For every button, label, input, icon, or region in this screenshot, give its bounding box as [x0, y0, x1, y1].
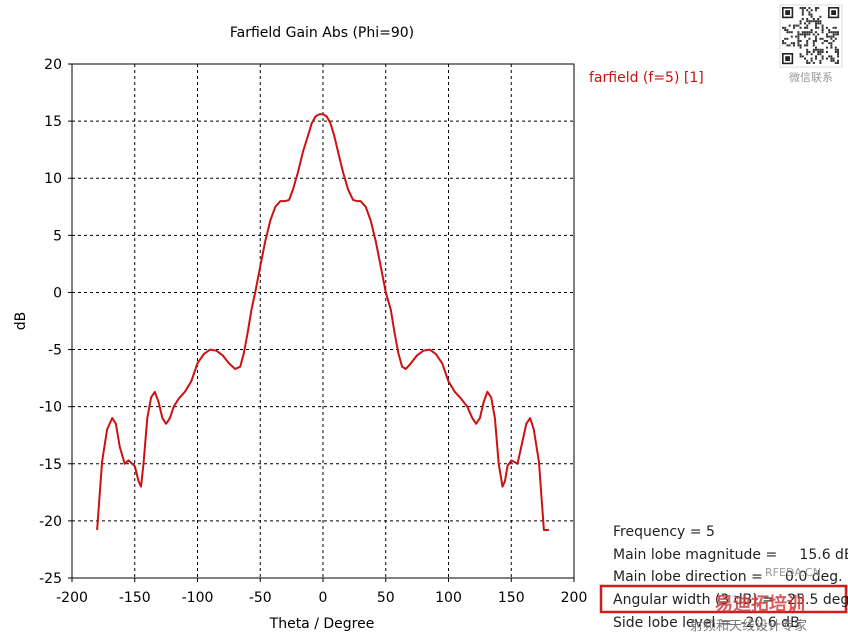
watermark-footer: 射频和天线设计专家 — [690, 618, 807, 634]
y-tick-label: 5 — [53, 228, 62, 244]
y-tick-label: -15 — [39, 457, 62, 473]
legend-entry: farfield (f=5) [1] — [589, 70, 704, 86]
y-axis-label: dB — [13, 312, 29, 331]
y-tick-label: -10 — [39, 400, 62, 416]
qr-caption: 微信联系 — [789, 70, 833, 84]
x-axis-label: Theta / Degree — [269, 616, 375, 632]
x-tick-label: -50 — [249, 590, 272, 606]
info-side-lobe-level: Side lobe level = -20.6 dB — [613, 615, 800, 631]
y-tick-label: 15 — [44, 114, 62, 130]
plot-area: -200 -150 -100 -50 0 50 100 150 200-25-20-15-10-… — [39, 57, 587, 606]
x-tick-label: -150 — [119, 590, 151, 606]
y-tick-label: 20 — [44, 57, 62, 73]
watermark-site: RFEDA.CN — [765, 566, 821, 579]
info-panel: Frequency = 5 Main lobe magnitude = 15.6… — [599, 524, 848, 631]
info-main-lobe-direction: Main lobe direction = 0.0 deg. — [613, 569, 843, 585]
y-tick-label: -20 — [39, 514, 62, 530]
x-tick-label: 200 — [561, 590, 588, 606]
angular-width-highlight — [599, 584, 848, 614]
series-line — [96, 113, 549, 531]
watermark-overlay: 易迪拓培训 — [715, 593, 805, 615]
info-angular-width: Angular width (3 dB) = 25.5 deg. — [613, 592, 848, 608]
x-tick-label: 0 — [319, 590, 328, 606]
x-tick-label: -200 — [56, 590, 88, 606]
chart-title: Farfield Gain Abs (Phi=90) — [230, 25, 414, 41]
y-tick-label: -25 — [39, 571, 62, 587]
x-tick-label: 50 — [377, 590, 395, 606]
info-frequency: Frequency = 5 — [613, 524, 715, 540]
info-main-lobe-magnitude: Main lobe magnitude = 15.6 dB — [613, 547, 848, 563]
x-tick-label: 100 — [435, 590, 462, 606]
plot-frame — [71, 63, 575, 579]
y-tick-label: -5 — [48, 343, 62, 359]
y-tick-label: 0 — [53, 285, 62, 301]
qr-code — [779, 4, 843, 68]
x-tick-label: 150 — [498, 590, 525, 606]
y-tick-label: 10 — [44, 171, 62, 187]
x-tick-label: -100 — [182, 590, 214, 606]
